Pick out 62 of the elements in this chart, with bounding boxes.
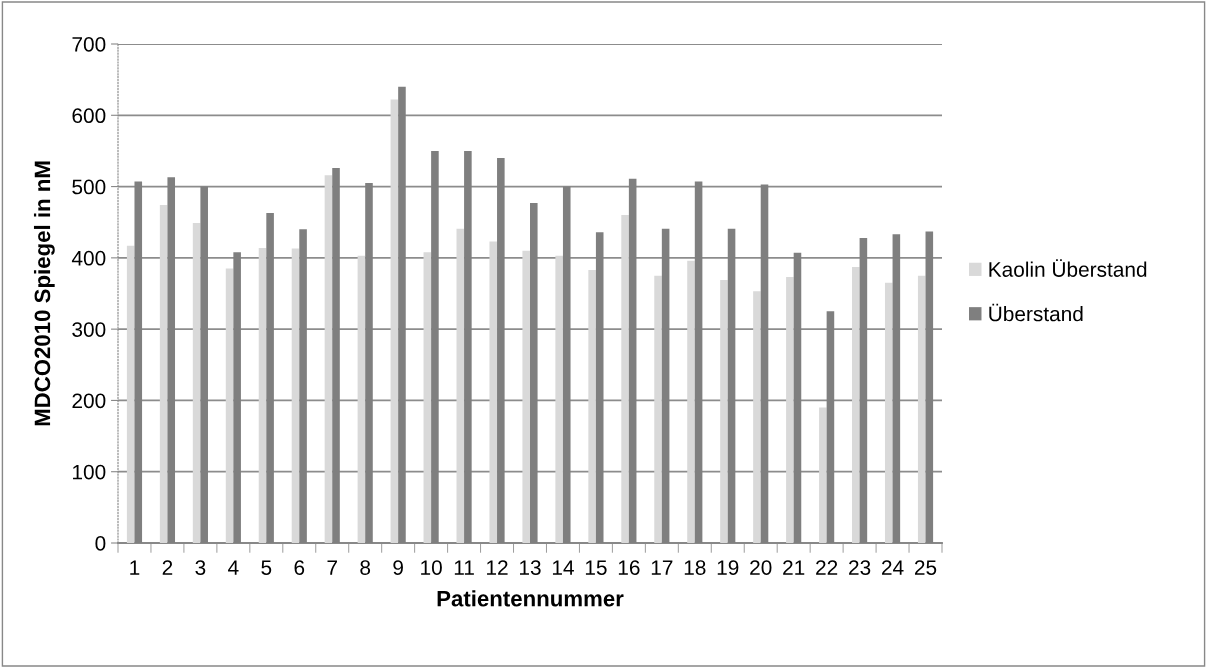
x-tick-label: 5 [261,560,272,575]
y-axis-title: MDCO2010 Spiegel in nM [33,161,55,426]
x-tick-label: 13 [520,560,541,575]
y-tick-label: 0 [95,536,106,551]
bar [884,282,893,543]
x-tick-label: 22 [816,560,838,575]
bar [126,245,135,543]
bar [258,247,267,543]
bar [522,250,530,543]
y-tick-label: 600 [72,108,106,124]
bar [423,252,432,543]
x-tick-label: 19 [717,560,739,575]
x-tick-label: 23 [849,560,871,575]
x-tick-label: 20 [750,560,772,575]
legend-label: Überstand [989,303,1083,322]
bar [324,175,333,543]
bar [720,279,728,543]
x-tick-label: 16 [618,560,640,575]
bar [192,222,201,543]
x-tick-label: 21 [783,560,805,575]
x-tick-label: 4 [228,560,239,575]
bar [819,407,827,543]
y-tick-label: 400 [71,250,106,266]
x-tick-label: 15 [585,560,607,575]
bar [753,291,761,543]
bar [456,228,465,543]
bar [489,241,498,543]
x-tick-label: 7 [327,560,337,575]
y-tick-label: 300 [72,322,106,337]
x-tick-label: 25 [914,560,937,575]
y-tick-label: 200 [72,393,106,409]
x-tick-label: 2 [162,560,173,575]
bar [357,255,366,543]
x-tick-label: 14 [552,560,574,575]
x-tick-label: 18 [684,560,706,575]
x-tick-label: 24 [882,560,904,575]
x-tick-label: 3 [195,560,206,575]
bar [555,255,563,543]
x-tick-label: 8 [360,560,371,575]
bar [917,275,926,543]
x-tick-label: 12 [487,560,508,575]
y-tick-label: 500 [72,179,106,195]
y-tick-label: 100 [73,464,106,480]
bar [621,215,629,543]
bar [588,269,596,543]
x-tick-label: 10 [421,560,442,575]
bar [852,267,860,543]
bar [291,248,300,543]
bar [687,260,695,543]
legend-label: Kaolin Überstand [989,259,1147,277]
x-tick-label: 6 [294,560,305,575]
bar [159,205,168,543]
y-tick-label: 700 [72,37,106,52]
x-tick-label: 9 [393,560,403,575]
x-tick-label: 11 [454,560,474,575]
x-axis-title: Patientennummer [437,590,624,607]
x-tick-label: 17 [651,560,673,575]
bar [654,275,662,543]
bar [225,268,234,543]
x-tick-label: 1 [130,560,140,575]
bar [390,99,399,543]
bar [786,277,794,543]
